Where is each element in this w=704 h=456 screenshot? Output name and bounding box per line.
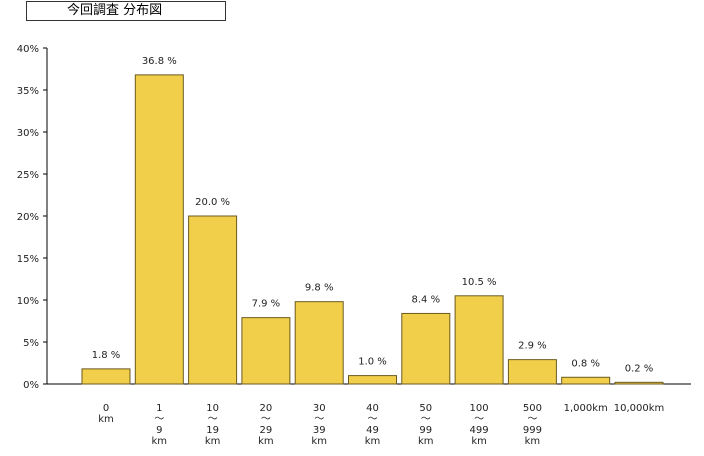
bar xyxy=(241,317,291,385)
data-label: 1.0 % xyxy=(358,357,387,368)
bar xyxy=(348,375,397,385)
x-tick-label: 20 〜 29 km xyxy=(258,403,274,447)
x-tick-label: 1 〜 9 km xyxy=(152,403,168,447)
y-tick-label: 5% xyxy=(23,338,39,349)
x-tick-label: 500 〜 999 km xyxy=(523,403,542,447)
y-tick-label: 30% xyxy=(17,128,39,139)
y-tick-label: 35% xyxy=(17,86,39,97)
bar xyxy=(401,312,451,385)
x-tick-label: 30 〜 39 km xyxy=(311,403,327,447)
bar xyxy=(614,381,664,385)
data-label: 7.9 % xyxy=(252,299,281,310)
data-labels: 1.8 % 36.8 % 20.0 % 7.9 % 9.8 % 1.0 % 8.4 % 10.… xyxy=(92,56,654,374)
data-label: 0.2 % xyxy=(625,363,654,374)
data-label: 20.0 % xyxy=(195,197,230,208)
y-tick-label: 10% xyxy=(17,296,39,307)
data-label: 36.8 % xyxy=(142,56,177,67)
x-tick-label: 100 〜 499 km xyxy=(470,403,489,447)
data-label: 10.5 % xyxy=(462,277,497,288)
y-tick-label: 20% xyxy=(17,212,39,223)
x-tick-label: 10 〜 19 km xyxy=(205,403,221,447)
chart-title: 今回調査 分布図 xyxy=(26,1,226,21)
x-axis-labels: 0 km 1 〜 9 km 10 〜 19 km 20 〜 29 km 30 〜 39 km 40 〜 49 km 50 〜 9… xyxy=(98,403,664,447)
x-tick-label: 0 km xyxy=(98,403,114,425)
x-tick-label: 10,000km xyxy=(614,403,665,414)
data-label: 9.8 % xyxy=(305,283,334,294)
y-tick-label: 40% xyxy=(17,44,39,55)
bar xyxy=(134,74,184,385)
bar xyxy=(81,368,131,385)
x-tick-label: 1,000km xyxy=(564,403,608,414)
data-label: 8.4 % xyxy=(412,294,441,305)
bar xyxy=(454,295,504,385)
data-label: 1.8 % xyxy=(92,350,121,361)
bar xyxy=(561,376,611,385)
y-tick-label: 25% xyxy=(17,170,39,181)
bar xyxy=(507,359,557,385)
data-label: 2.9 % xyxy=(518,341,547,352)
x-tick-label: 40 〜 49 km xyxy=(365,403,381,447)
bars xyxy=(81,74,664,385)
y-tick-label: 0% xyxy=(23,380,39,391)
bar xyxy=(188,215,238,385)
x-tick-label: 50 〜 99 km xyxy=(418,403,434,447)
y-tick-label: 15% xyxy=(17,254,39,265)
data-label: 0.8 % xyxy=(571,358,600,369)
y-axis-ticks: 0% 5% 10% 15% 20% 25% 30% 35% 40% xyxy=(17,44,47,391)
bar xyxy=(294,301,344,385)
